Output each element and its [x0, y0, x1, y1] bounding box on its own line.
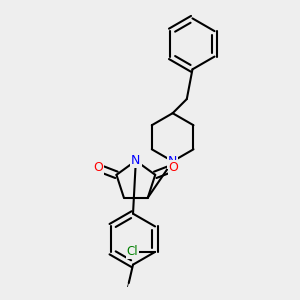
Text: O: O	[169, 161, 178, 174]
Text: /: /	[127, 278, 130, 288]
Text: Cl: Cl	[127, 245, 138, 258]
Text: N: N	[131, 154, 140, 167]
Text: N: N	[168, 155, 177, 168]
Text: O: O	[93, 161, 103, 174]
